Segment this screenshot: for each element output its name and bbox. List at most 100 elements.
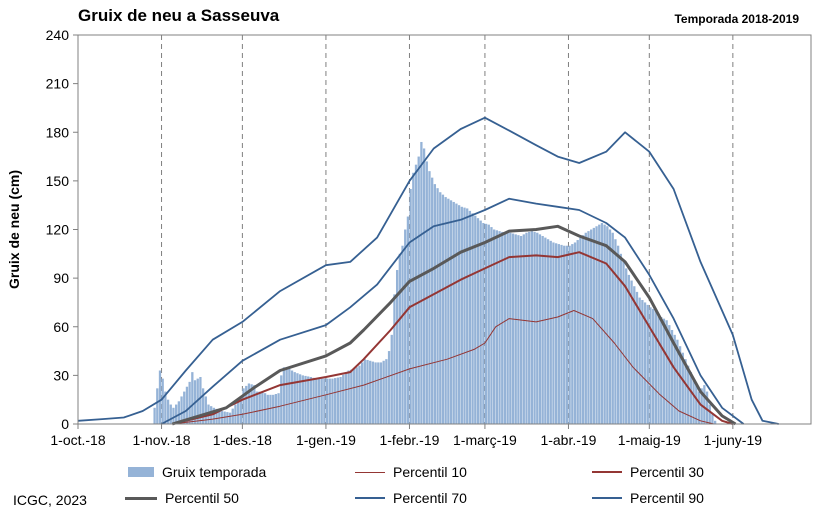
snow-bar: [495, 230, 498, 424]
snow-bar: [363, 359, 366, 424]
snow-bar: [293, 372, 296, 424]
snow-bar: [320, 378, 323, 424]
snow-bar: [603, 224, 606, 424]
snow-bar: [296, 373, 299, 424]
snow-bar: [223, 411, 226, 424]
y-tick-label: 60: [53, 319, 69, 335]
snow-bar: [377, 362, 380, 424]
snow-bar: [684, 359, 687, 424]
snow-bar: [344, 372, 348, 424]
snow-bar: [584, 232, 587, 424]
snow-bar: [652, 308, 655, 424]
snow-bar: [312, 377, 315, 424]
snow-bar: [525, 232, 528, 424]
snow-bar: [185, 386, 189, 424]
snow-bar: [412, 172, 415, 424]
snow-bar: [255, 391, 259, 424]
snow-bar: [687, 365, 690, 424]
snow-bar: [161, 378, 164, 424]
snow-bar: [215, 408, 218, 424]
series-line-percentil-10: [172, 310, 715, 425]
legend-label-p30: Percentil 30: [630, 464, 704, 480]
snow-bar: [180, 396, 183, 424]
snow-bar: [487, 224, 490, 424]
snow-bar: [290, 370, 294, 424]
snow-bar: [261, 391, 264, 424]
snow-bar: [579, 237, 582, 424]
snow-bar: [557, 244, 560, 424]
snow-bar: [673, 334, 676, 424]
snow-bar: [455, 203, 458, 424]
snow-bar: [568, 245, 571, 424]
snow-bar: [158, 370, 162, 424]
snow-bar: [503, 232, 507, 424]
snow-bar: [339, 376, 342, 424]
snow-bar: [544, 237, 547, 424]
snow-bar: [703, 385, 706, 424]
snow-bar: [350, 369, 353, 424]
y-tick-label: 30: [53, 367, 69, 383]
legend-swatch-p50: [125, 496, 157, 500]
legend-label-p50: Percentil 50: [165, 490, 239, 506]
snow-bar: [188, 381, 191, 424]
snow-bar: [668, 325, 671, 424]
snow-bar: [393, 294, 396, 424]
snow-bar: [676, 339, 679, 424]
y-tick-label: 0: [61, 416, 69, 432]
snow-bar: [266, 394, 269, 424]
snow-bar: [328, 378, 331, 424]
snow-bar: [468, 210, 472, 424]
snow-bar: [600, 223, 604, 424]
snow-bar: [587, 231, 590, 424]
snow-bar: [670, 329, 674, 424]
snow-bar: [323, 378, 326, 424]
chart-subtitle: Temporada 2018-2019: [674, 12, 799, 26]
snow-bar: [164, 391, 167, 424]
snow-bar: [638, 297, 641, 424]
snow-bar: [199, 376, 202, 424]
snow-bar: [395, 270, 399, 424]
snow-bar: [665, 320, 668, 424]
snow-bar: [242, 388, 245, 424]
snow-bar: [482, 223, 485, 424]
snow-bar: [713, 420, 717, 424]
snow-bar: [692, 378, 695, 424]
snow-bar: [643, 302, 647, 424]
legend-item-bars: Gruix temporada: [128, 464, 266, 480]
snow-bar: [633, 286, 636, 424]
legend-item-p30: Percentil 30: [592, 464, 704, 480]
snow-bar: [331, 378, 334, 424]
snow-bar: [347, 370, 350, 424]
snow-bar: [641, 300, 644, 424]
x-tick-label: 1-març-19: [453, 432, 517, 448]
snow-bar: [404, 229, 407, 424]
snow-bar: [695, 385, 698, 424]
snow-bar: [590, 229, 593, 424]
plot-border: [77, 34, 812, 425]
snow-bar: [606, 226, 609, 424]
snow-bar: [390, 334, 393, 424]
snow-bar: [334, 378, 337, 424]
snow-bar: [301, 375, 304, 424]
snow-bar: [153, 407, 156, 424]
snow-bar: [576, 240, 579, 424]
snow-bar: [705, 391, 709, 424]
y-tick-label: 150: [46, 173, 70, 189]
snow-bar: [449, 200, 453, 424]
x-tick-label: 1-juny-19: [704, 432, 763, 448]
snow-bar: [336, 377, 340, 424]
snow-bar: [360, 362, 364, 424]
x-tick-label: 1-abr.-19: [540, 432, 596, 448]
y-tick-label: 180: [46, 124, 70, 140]
snow-bar: [452, 201, 455, 424]
snow-bar: [635, 291, 639, 424]
snow-bar: [355, 367, 358, 424]
x-tick-label: 1-nov.-18: [132, 432, 190, 448]
snow-bar: [358, 365, 361, 424]
snow-bar: [317, 378, 321, 424]
x-tick-label: 1-maig-19: [618, 432, 681, 448]
snow-bar: [471, 213, 474, 424]
snow-bar: [689, 372, 693, 424]
x-tick-label: 1-oct.-18: [50, 432, 105, 448]
